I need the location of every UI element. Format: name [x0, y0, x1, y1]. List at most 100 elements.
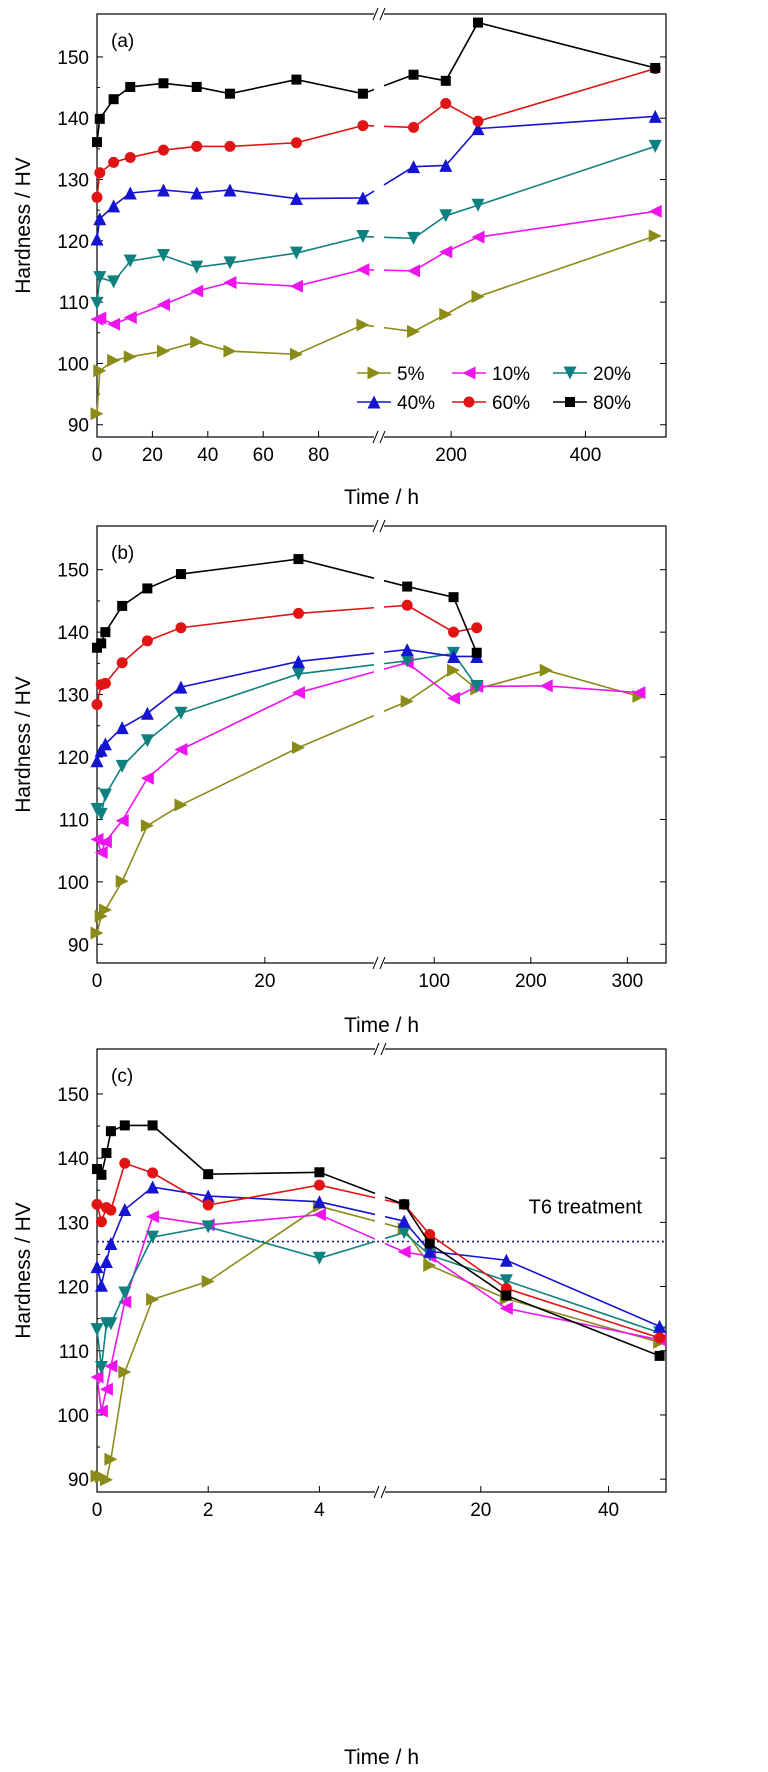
data-point — [157, 144, 169, 156]
data-point — [223, 183, 237, 197]
data-point — [448, 626, 460, 638]
data-point — [91, 191, 103, 203]
data-point — [471, 290, 485, 304]
y-tick-label: 110 — [59, 293, 89, 314]
data-point — [96, 638, 107, 649]
x-tick-label: 400 — [570, 445, 602, 466]
data-point — [116, 657, 128, 669]
series-20% — [90, 646, 484, 821]
data-point — [108, 94, 119, 105]
data-point — [201, 1220, 215, 1234]
x-axis-title: Time / h — [344, 1746, 419, 1769]
y-axis-title: Hardness / HV — [12, 1202, 35, 1339]
data-point — [115, 721, 129, 735]
data-point — [174, 680, 188, 694]
legend-marker — [462, 366, 476, 380]
series-line — [96, 606, 375, 705]
data-point — [356, 263, 370, 277]
data-point — [407, 264, 421, 278]
data-point — [156, 249, 170, 263]
series-5% — [90, 663, 646, 940]
data-point — [539, 679, 553, 693]
series-5% — [90, 1199, 667, 1487]
data-point — [105, 1204, 117, 1216]
series-line — [96, 1205, 376, 1482]
x-tick-label: 200 — [435, 445, 467, 466]
y-tick-label: 120 — [57, 232, 89, 253]
data-point — [202, 1199, 214, 1211]
data-point — [90, 232, 104, 246]
x-tick-label: 80 — [308, 445, 329, 466]
data-point — [632, 686, 646, 700]
axis-break-mark — [379, 519, 386, 533]
series-line — [383, 604, 477, 633]
data-point — [98, 788, 112, 802]
series-line — [383, 115, 656, 186]
data-point — [99, 1255, 113, 1269]
panel-0: 90 100 110 120 130 140 150 0 20 40 60 80 200 400 Time … — [12, 7, 667, 509]
data-point — [356, 230, 370, 244]
data-point — [105, 1126, 116, 1137]
y-tick-label: 90 — [68, 935, 89, 956]
y-tick-label: 140 — [57, 1149, 89, 1170]
series-line — [383, 648, 477, 658]
y-tick-label: 140 — [57, 623, 89, 644]
data-point — [94, 807, 108, 821]
plot-frame — [96, 525, 667, 964]
data-point — [191, 81, 202, 92]
data-point — [146, 1210, 160, 1224]
data-point — [447, 649, 461, 663]
data-point — [107, 275, 121, 289]
series-line — [96, 235, 375, 304]
x-tick-label: 20 — [254, 971, 275, 992]
data-point — [174, 798, 188, 812]
data-point — [291, 741, 305, 755]
series-line — [96, 189, 375, 240]
data-point — [648, 139, 662, 153]
data-point — [107, 317, 121, 331]
data-point — [291, 686, 305, 700]
axis-break-mark — [379, 430, 386, 444]
data-point — [96, 1169, 107, 1180]
series-line — [96, 268, 375, 326]
x-tick-label: 40 — [197, 445, 218, 466]
data-point — [90, 1370, 104, 1384]
data-point — [118, 1365, 132, 1379]
data-point — [99, 1382, 113, 1396]
series-80% — [92, 554, 482, 658]
data-point — [654, 1332, 666, 1344]
series-line — [383, 579, 478, 654]
reference-label: T6 treatment — [529, 1197, 643, 1219]
legend-marker — [463, 396, 475, 408]
data-point — [356, 191, 370, 205]
axis-break-mark — [372, 519, 379, 533]
data-point — [424, 1238, 435, 1249]
data-point — [224, 88, 235, 99]
y-tick-label: 150 — [57, 48, 89, 69]
data-point — [115, 874, 129, 888]
y-tick-label: 120 — [57, 1278, 89, 1299]
panel-1: 90 100 110 120 130 140 150 0 20 100 200 300 Time / h… — [12, 519, 667, 1037]
data-point — [439, 158, 453, 172]
data-point — [357, 88, 368, 99]
legend-label: 10% — [492, 364, 530, 385]
data-point — [356, 318, 370, 332]
data-point — [94, 1278, 108, 1292]
series-line — [96, 78, 375, 143]
data-point — [108, 156, 120, 168]
series-line — [383, 145, 656, 240]
data-point — [146, 1292, 160, 1306]
y-tick-label: 110 — [59, 810, 89, 831]
series-line — [96, 671, 375, 855]
data-point — [648, 109, 662, 123]
x-axis-title: Time / h — [344, 486, 419, 509]
data-point — [648, 204, 662, 218]
legend-label: 5% — [397, 364, 425, 385]
data-point — [174, 706, 188, 720]
y-tick-label: 120 — [57, 748, 89, 769]
y-tick-label: 110 — [59, 1342, 89, 1363]
data-point — [124, 151, 136, 163]
data-point — [312, 1251, 326, 1265]
data-point — [140, 706, 154, 720]
